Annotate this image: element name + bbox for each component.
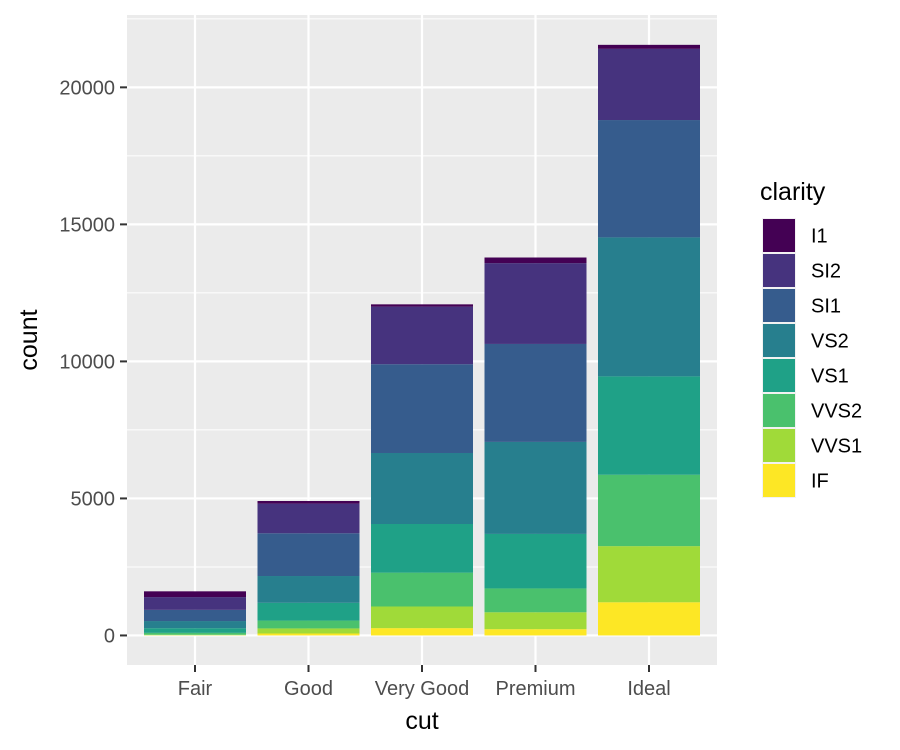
bar-segment-very-good-si2 bbox=[371, 306, 473, 365]
y-axis: 0 5000 10000 15000 20000 bbox=[59, 77, 127, 647]
legend-swatch-vs2 bbox=[763, 324, 795, 357]
bar-segment-good-i1 bbox=[257, 501, 360, 504]
bar-segment-good-if bbox=[257, 633, 360, 636]
bar-segment-premium-vs1 bbox=[484, 533, 587, 589]
bar-segment-good-si2 bbox=[257, 503, 360, 534]
legend-swatch-vs1 bbox=[763, 359, 795, 392]
bar-segment-good-vvs1 bbox=[257, 628, 360, 634]
x-tick-label: Ideal bbox=[627, 678, 670, 700]
x-axis-title: cut bbox=[405, 707, 438, 735]
legend-label-vvs1: VVS1 bbox=[811, 436, 862, 458]
legend-label-vvs2: VVS2 bbox=[811, 401, 862, 423]
bar-segment-premium-vvs1 bbox=[484, 612, 587, 630]
y-tick-label: 10000 bbox=[59, 351, 115, 373]
y-axis-title: count bbox=[15, 309, 43, 370]
y-tick-label: 5000 bbox=[71, 488, 116, 510]
bars bbox=[144, 44, 700, 636]
bar-segment-ideal-vvs1 bbox=[598, 546, 700, 603]
bar-segment-premium-si1 bbox=[484, 343, 587, 442]
legend-swatch-si1 bbox=[763, 289, 795, 322]
bar-segment-good-vvs2 bbox=[257, 620, 360, 629]
bar-segment-ideal-i1 bbox=[598, 44, 700, 49]
bar-segment-premium-vvs2 bbox=[484, 588, 587, 613]
bar-segment-ideal-vs2 bbox=[598, 237, 700, 377]
bar-segment-premium-i1 bbox=[484, 257, 587, 264]
y-tick-label: 20000 bbox=[59, 77, 115, 99]
legend-label-si2: SI2 bbox=[811, 261, 841, 283]
bar-segment-good-vs1 bbox=[257, 602, 360, 621]
legend-label-vs1: VS1 bbox=[811, 366, 849, 388]
bar-segment-very-good-i1 bbox=[371, 304, 473, 307]
legend: clarity I1 SI2 SI1 VS2 VS1 VVS2 VVS1 IF bbox=[760, 178, 862, 498]
bar-segment-fair-si1 bbox=[144, 609, 246, 622]
bar-segment-fair-vvs2 bbox=[144, 632, 246, 635]
legend-swatch-if bbox=[763, 464, 795, 497]
bar-segment-good-vs2 bbox=[257, 576, 360, 603]
legend-swatch-vvs2 bbox=[763, 394, 795, 427]
bar-segment-very-good-vvs1 bbox=[371, 606, 473, 629]
bar-segment-ideal-vs1 bbox=[598, 376, 700, 475]
bar-segment-premium-si2 bbox=[484, 263, 587, 344]
x-tick-label: Fair bbox=[178, 678, 213, 700]
legend-title: clarity bbox=[760, 178, 826, 206]
bar-segment-premium-vs2 bbox=[484, 441, 587, 534]
legend-label-i1: I1 bbox=[811, 226, 828, 248]
x-tick-label: Good bbox=[284, 678, 333, 700]
bar-segment-ideal-vvs2 bbox=[598, 474, 700, 547]
legend-label-if: IF bbox=[811, 471, 829, 493]
legend-label-si1: SI1 bbox=[811, 296, 841, 318]
bar-segment-very-good-vs1 bbox=[371, 523, 473, 573]
bar-segment-very-good-if bbox=[371, 628, 473, 636]
bar-segment-ideal-if bbox=[598, 602, 700, 636]
bar-segment-very-good-vs2 bbox=[371, 452, 473, 524]
bar-segment-ideal-si2 bbox=[598, 48, 700, 121]
x-tick-label: Very Good bbox=[375, 678, 470, 700]
bar-segment-fair-vs2 bbox=[144, 621, 246, 629]
bar-segment-ideal-si1 bbox=[598, 120, 700, 238]
bar-segment-good-si1 bbox=[257, 533, 360, 577]
y-tick-label: 0 bbox=[104, 625, 115, 647]
bar-segment-fair-si2 bbox=[144, 597, 246, 610]
legend-swatch-i1 bbox=[763, 219, 795, 252]
legend-swatch-vvs1 bbox=[763, 429, 795, 462]
legend-label-vs2: VS2 bbox=[811, 331, 849, 353]
bar-segment-fair-i1 bbox=[144, 591, 246, 598]
x-tick-label: Premium bbox=[495, 678, 575, 700]
legend-swatch-si2 bbox=[763, 254, 795, 287]
bar-segment-very-good-vvs2 bbox=[371, 572, 473, 607]
bar-segment-very-good-si1 bbox=[371, 364, 473, 453]
y-tick-label: 15000 bbox=[59, 214, 115, 236]
bar-segment-premium-if bbox=[484, 629, 587, 636]
x-axis: Fair Good Very Good Premium Ideal bbox=[178, 665, 671, 700]
bar-segment-fair-vs1 bbox=[144, 628, 246, 633]
